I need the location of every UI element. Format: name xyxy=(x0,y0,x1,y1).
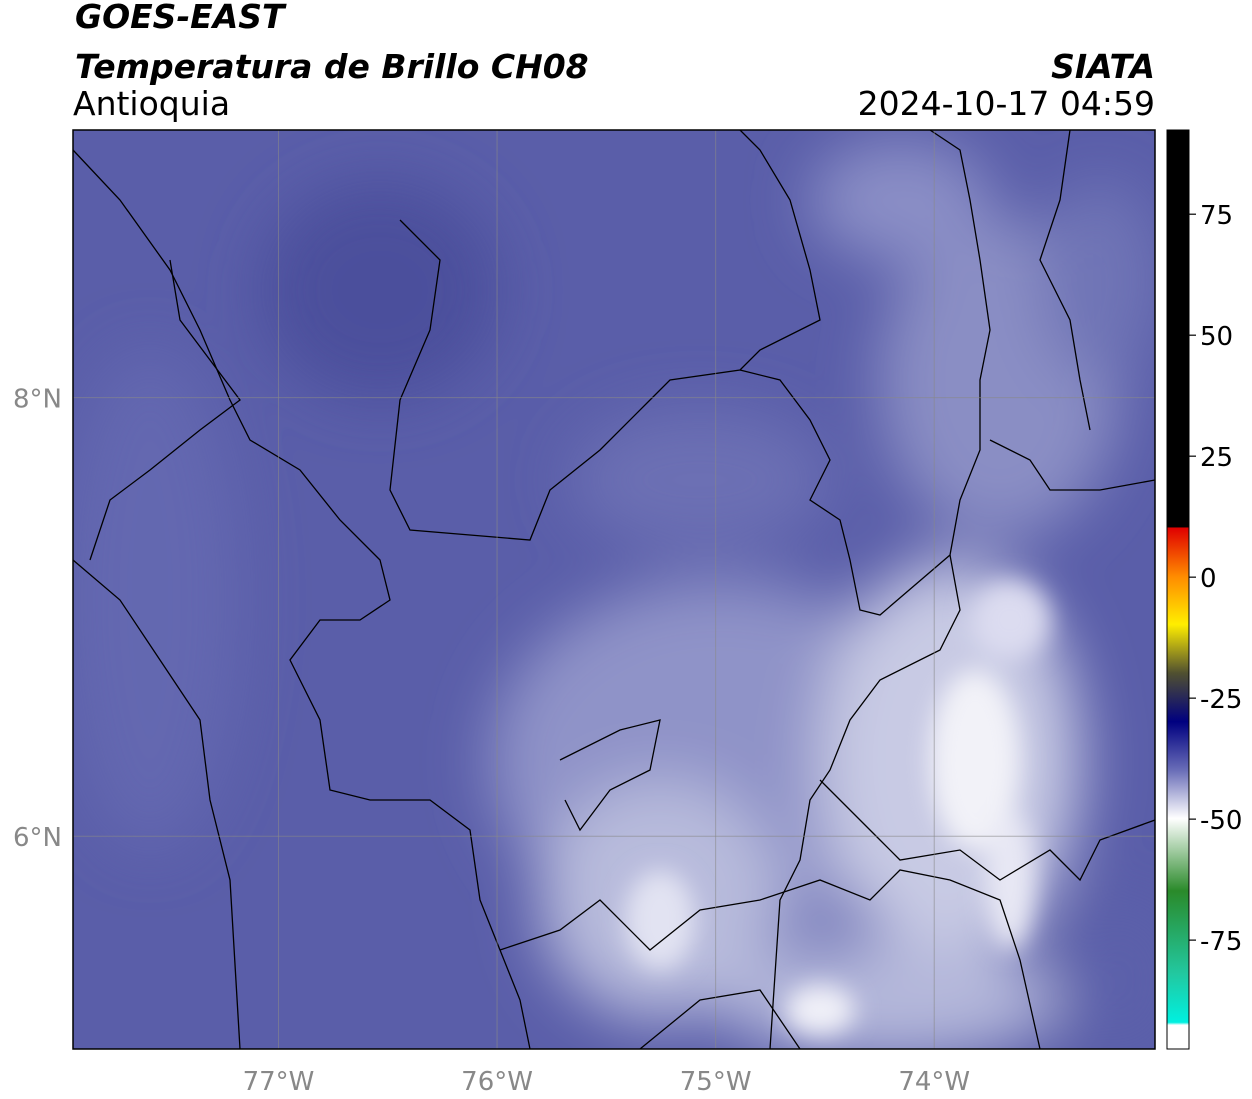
x-tick-label: 77°W xyxy=(243,1067,315,1097)
borders xyxy=(73,130,1155,1049)
x-tick-label: 74°W xyxy=(898,1067,970,1097)
colorbar-tick-label: -50 xyxy=(1200,806,1242,836)
gridlines xyxy=(73,130,1155,1049)
map-frame xyxy=(72,129,1156,1050)
colorbar-tick-label: 50 xyxy=(1200,322,1233,352)
map-imagery xyxy=(73,130,1155,1049)
colorbar-tick-label: 25 xyxy=(1200,443,1233,473)
timestamp: 2024-10-17 04:59 xyxy=(858,84,1155,123)
region: Antioquia xyxy=(73,84,230,123)
satellite-title: GOES-EAST xyxy=(75,0,287,36)
x-tick-label: 76°W xyxy=(461,1067,533,1097)
colorbar-tick-label: -75 xyxy=(1200,927,1242,957)
x-tick-label: 75°W xyxy=(680,1067,752,1097)
y-tick-label: 8°N xyxy=(13,385,62,415)
colorbar-tick-label: 75 xyxy=(1200,201,1233,231)
agency: SIATA xyxy=(1051,47,1155,86)
y-tick-label: 6°N xyxy=(13,823,62,853)
colorbar-tick-label: -25 xyxy=(1200,685,1242,715)
product-title: Temperatura de Brillo CH08 xyxy=(75,47,589,86)
colorbar-tick-label: 0 xyxy=(1200,564,1217,594)
colorbar xyxy=(1166,129,1190,1050)
